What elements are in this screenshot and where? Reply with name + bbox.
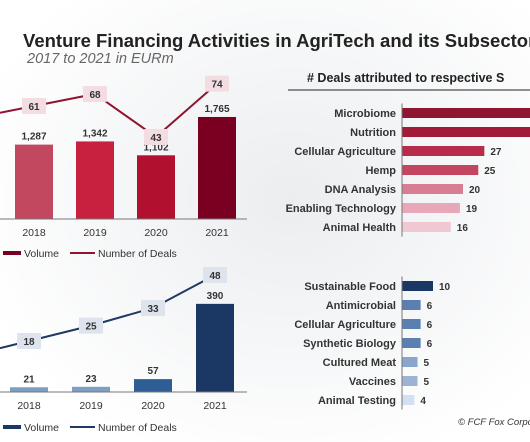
bottom-year-label-2020: 2020 <box>141 400 165 412</box>
bottom-subsectors-bar-value-0: 10 <box>439 282 451 293</box>
top-deals-label-box-2020 <box>144 128 168 145</box>
top-volume-value-2020: 1,102 <box>143 142 168 153</box>
bottom-subsectors-bar-value-3: 6 <box>427 339 433 350</box>
bottom-volume-bar-2019 <box>72 386 110 392</box>
bottom-volume-value-2021: 390 <box>207 291 224 302</box>
top-subsectors-bar-value-6: 16 <box>457 223 469 234</box>
bottom-subsectors-bar-4 <box>402 357 418 367</box>
top-subsectors-bar-6 <box>402 222 451 232</box>
bottom-subsectors-bar-3 <box>402 338 421 348</box>
top-volume-bar-2020 <box>137 155 175 219</box>
bottom-subsectors-category-label-5: Vaccines <box>349 376 396 388</box>
bottom-subsectors-bar-0 <box>402 281 433 291</box>
page-title: Venture Financing Activities in AgriTech… <box>23 30 530 51</box>
top-deals-label-2019: 68 <box>89 90 101 101</box>
top-legend-volume: Volume <box>24 248 59 260</box>
top-subsectors-category-label-5: Enabling Technology <box>286 203 397 215</box>
bottom-deals-label-2021: 48 <box>209 271 221 282</box>
bottom-deals-label-2020: 33 <box>147 304 159 315</box>
top-deals-label-box-2021 <box>205 75 229 92</box>
bottom-volume-bar-2018 <box>10 387 48 392</box>
bottom-subsectors-bar-value-5: 5 <box>424 377 430 388</box>
bottom-volume-value-2018: 21 <box>23 374 35 385</box>
bottom-subsectors-category-label-2: Cellular Agriculture <box>294 319 396 331</box>
top-volume-value-2021: 1,765 <box>204 104 229 115</box>
top-subsectors-category-label-1: Nutrition <box>350 127 396 139</box>
top-deals-label-2018: 61 <box>28 102 40 113</box>
bottom-year-label-2021: 2021 <box>203 400 227 412</box>
bottom-subsectors-category-label-0: Sustainable Food <box>304 281 396 293</box>
bottom-legend-volume: Volume <box>24 422 59 434</box>
top-subsectors-category-label-6: Animal Health <box>323 222 397 234</box>
top-subsectors-bar-1 <box>402 127 530 137</box>
bottom-deals-label-box-2020 <box>141 300 165 316</box>
bottom-year-label-2019: 2019 <box>79 400 103 412</box>
top-volume-bar-2019 <box>76 141 114 219</box>
top-volume-bar-2018 <box>15 144 53 219</box>
top-deals-label-2021: 74 <box>211 80 223 91</box>
top-year-label-2019: 2019 <box>83 227 107 239</box>
top-year-label-2021: 2021 <box>205 227 229 239</box>
bottom-subsectors-category-label-3: Synthetic Biology <box>303 338 397 350</box>
top-subsectors-bar-5 <box>402 203 460 213</box>
top-subsectors-bar-value-4: 20 <box>469 185 481 196</box>
top-subsectors-bar-value-2: 27 <box>490 147 502 158</box>
top-subsectors-category-label-3: Hemp <box>365 165 396 177</box>
bottom-subsectors-bar-2 <box>402 319 421 329</box>
bottom-subsectors-bar-value-1: 6 <box>427 301 433 312</box>
bottom-subsectors-bar-1 <box>402 300 421 310</box>
bottom-deals-label-2018: 18 <box>23 337 35 348</box>
top-legend-deals: Number of Deals <box>98 248 177 260</box>
top-subsectors-category-label-2: Cellular Agriculture <box>294 146 396 158</box>
top-subsectors-bar-value-3: 25 <box>484 166 496 177</box>
bottom-subsectors-bar-6 <box>402 395 415 405</box>
bottom-volume-bar-2021 <box>196 303 234 392</box>
top-subsectors-bar-3 <box>402 165 479 175</box>
bottom-subsectors-category-label-6: Animal Testing <box>318 395 396 407</box>
bottom-deals-label-2019: 25 <box>85 322 97 333</box>
top-subsectors-bar-value-5: 19 <box>466 204 478 215</box>
top-volume-value-2019: 1,342 <box>82 128 107 139</box>
top-deals-label-box-2019 <box>83 85 107 102</box>
top-volume-bar-2021 <box>198 116 236 219</box>
bottom-subsectors-category-label-1: Antimicrobial <box>326 300 396 312</box>
bottom-volume-value-2019: 23 <box>85 374 97 385</box>
bottom-volume-bar-2020 <box>134 379 172 392</box>
bottom-subsectors-bar-5 <box>402 376 418 386</box>
bottom-year-label-2018: 2018 <box>17 400 41 412</box>
bottom-deals-label-box-2021 <box>203 267 227 283</box>
bottom-subsectors-category-label-4: Cultured Meat <box>323 357 397 369</box>
bottom-deals-label-box-2019 <box>79 317 103 334</box>
bottom-deals-label-box-2018 <box>17 333 41 349</box>
top-subsectors-bar-0 <box>402 108 530 118</box>
top-deals-label-box-2018 <box>22 98 46 114</box>
bottom-subsectors-bar-value-6: 4 <box>420 396 426 407</box>
top-subsectors-category-label-0: Microbiome <box>334 108 396 120</box>
top-subsectors-category-label-4: DNA Analysis <box>325 184 396 196</box>
top-deals-label-2020: 43 <box>150 133 162 144</box>
copyright-note: © FCF Fox Corpo <box>458 417 530 428</box>
bottom-subsectors-bar-value-2: 6 <box>427 320 433 331</box>
top-subsectors-bar-4 <box>402 184 463 194</box>
bottom-subsectors-bar-value-4: 5 <box>424 358 430 369</box>
top-subsectors-bar-2 <box>402 146 485 156</box>
bottom-legend-deals: Number of Deals <box>98 422 177 434</box>
top-year-label-2018: 2018 <box>22 227 46 239</box>
right-panel-title: # Deals attributed to respective S <box>307 71 505 85</box>
top-year-label-2020: 2020 <box>144 227 168 239</box>
bottom-volume-value-2020: 57 <box>147 366 159 377</box>
page-subtitle: 2017 to 2021 in EURm <box>27 51 174 67</box>
top-volume-value-2018: 1,287 <box>21 132 46 143</box>
